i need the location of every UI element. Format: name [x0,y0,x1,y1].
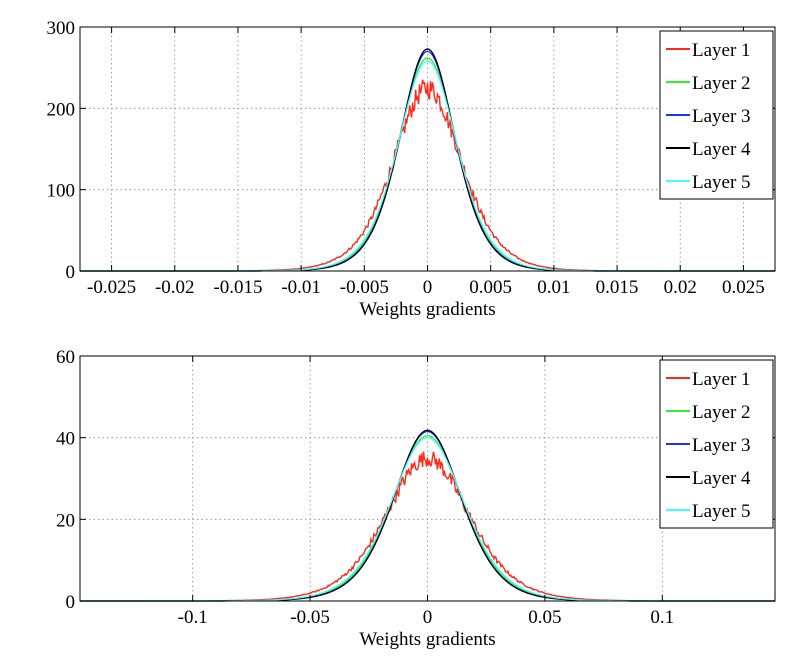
legend-label: Layer 3 [692,435,751,456]
x-tick-label: -0.005 [340,277,389,298]
x-tick-label: 0.005 [469,277,512,298]
y-tick-label: 60 [56,347,75,368]
legend: Layer 1 Layer 2 Layer 3 Layer 4 Layer 5 [659,359,774,529]
x-tick-label: 0.01 [537,277,570,298]
x-tick-label: 0 [423,607,433,628]
legend-label: Layer 1 [692,40,751,61]
x-axis-label: Weights gradients [359,629,495,650]
legend-label: Layer 5 [692,501,751,522]
x-tick-label: 0 [423,277,433,298]
legend-label: Layer 4 [692,468,751,489]
y-tick-label: 20 [56,510,75,531]
legend: Layer 1 Layer 2 Layer 3 Layer 4 Layer 5 [659,30,774,200]
x-tick-label: -0.1 [178,607,208,628]
x-tick-label: -0.025 [87,277,136,298]
legend-label: Layer 3 [692,106,751,127]
legend-label: Layer 5 [692,172,751,193]
legend-label: Layer 2 [692,73,751,94]
y-tick-label: 100 [47,181,76,202]
x-tick-label: -0.015 [213,277,262,298]
x-tick-label: -0.05 [290,607,330,628]
legend-label: Layer 1 [692,369,751,390]
y-tick-label: 0 [66,592,76,613]
x-tick-label: 0.02 [664,277,697,298]
y-tick-label: 0 [66,262,76,283]
legend-label: Layer 4 [692,139,751,160]
y-tick-label: 300 [47,18,76,39]
y-tick-label: 40 [56,429,75,450]
x-tick-label: 0.015 [596,277,639,298]
top-chart-panel: -0.025 -0.02 -0.015 -0.01 -0.005 0 0.005 0.01 0.… [47,18,776,320]
bottom-chart-panel: -0.1 -0.05 0 0.05 0.1 0 20 40 60 Weights gradient… [56,347,776,650]
x-tick-label: 0.1 [650,607,674,628]
x-tick-label: -0.01 [281,277,321,298]
legend-label: Layer 2 [692,402,751,423]
y-tick-label: 200 [47,99,76,120]
x-tick-label: 0.025 [722,277,765,298]
x-axis-label: Weights gradients [359,299,495,320]
x-tick-label: 0.05 [528,607,561,628]
x-tick-label: -0.02 [155,277,195,298]
